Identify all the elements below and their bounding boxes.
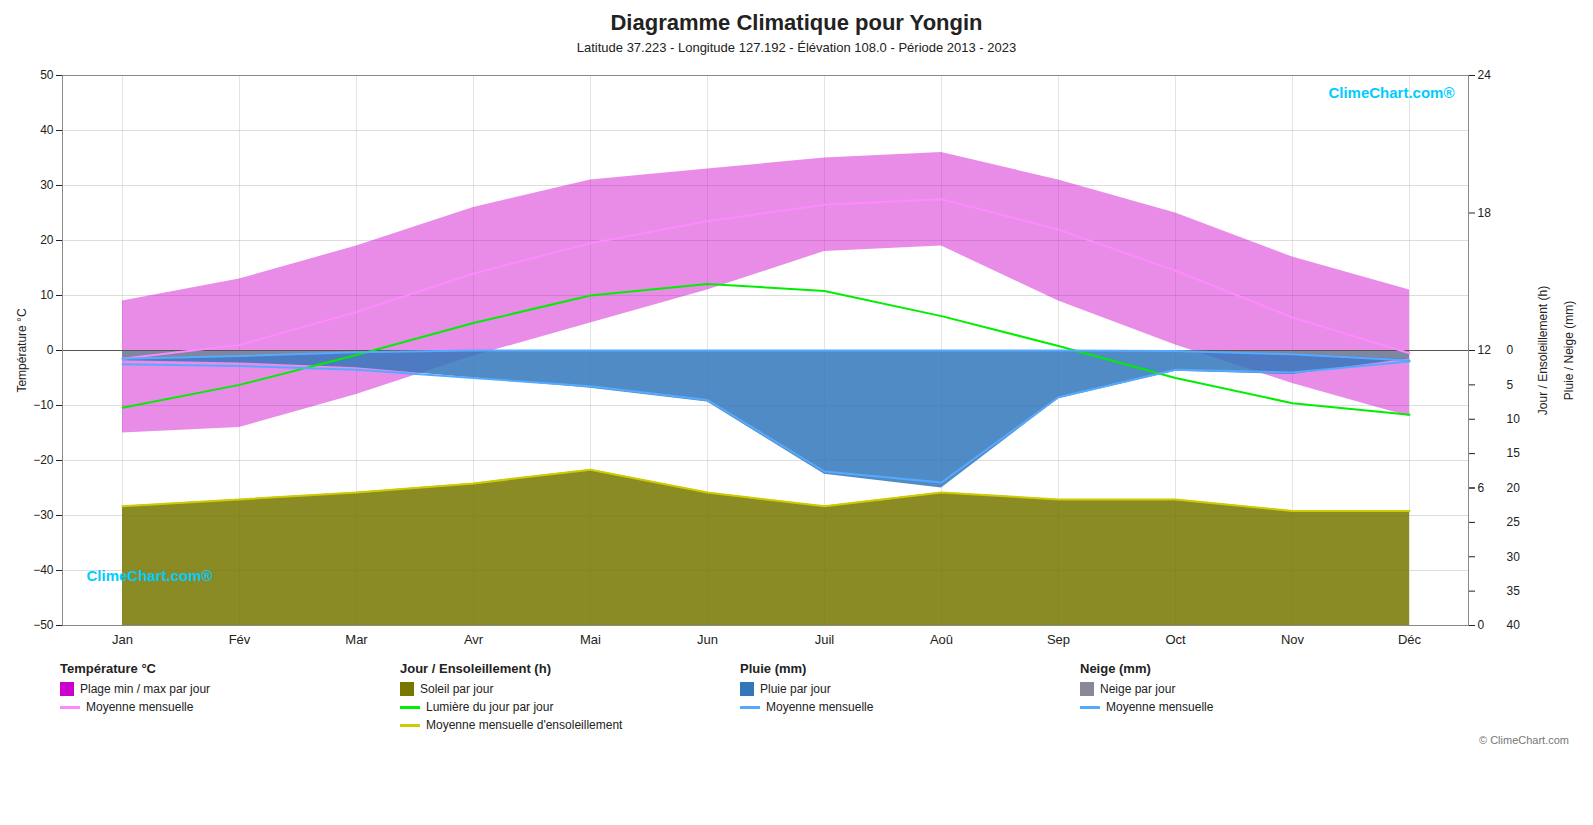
- svg-text:−20: −20: [33, 453, 54, 467]
- svg-text:20: 20: [1507, 481, 1521, 495]
- html-text:Moyenne mensuelle: Moyenne mensuelle: [766, 700, 874, 714]
- svg-text:Déc: Déc: [1398, 632, 1422, 647]
- svg-text:−30: −30: [33, 508, 54, 522]
- html-text:Moyenne mensuelle: Moyenne mensuelle: [86, 700, 194, 714]
- svg-text:Sep: Sep: [1047, 632, 1070, 647]
- svg-text:10: 10: [1507, 412, 1521, 426]
- html-text:Pluie par jour: Pluie par jour: [760, 682, 831, 696]
- html-text:Température °C: Température °C: [60, 661, 156, 676]
- svg-text:Nov: Nov: [1281, 632, 1305, 647]
- svg-text:40: 40: [40, 123, 54, 137]
- svg-text:24: 24: [1478, 68, 1492, 82]
- html-text:© ClimeChart.com: © ClimeChart.com: [1479, 734, 1569, 746]
- html-text:Neige par jour: Neige par jour: [1100, 682, 1176, 696]
- svg-text:ClimeChart.com®: ClimeChart.com®: [1328, 84, 1454, 101]
- svg-text:Jun: Jun: [697, 632, 718, 647]
- svg-text:Oct: Oct: [1165, 632, 1186, 647]
- html-text:Soleil par jour: Soleil par jour: [420, 682, 494, 696]
- svg-text:Mai: Mai: [580, 632, 601, 647]
- svg-text:Jour / Ensoleillement (h): Jour / Ensoleillement (h): [1536, 286, 1550, 415]
- svg-text:Pluie / Neige (mm): Pluie / Neige (mm): [1562, 301, 1576, 400]
- svg-text:12: 12: [1478, 343, 1492, 357]
- html-text:Jour / Ensoleillement (h): Jour / Ensoleillement (h): [400, 661, 551, 676]
- html-text:Latitude 37.223 - Longitude 12: Latitude 37.223 - Longitude 127.192 - Él…: [576, 40, 1017, 55]
- svg-text:30: 30: [1507, 550, 1521, 564]
- svg-text:15: 15: [1507, 446, 1521, 460]
- svg-text:0: 0: [47, 343, 54, 357]
- svg-text:35: 35: [1507, 584, 1521, 598]
- svg-text:−50: −50: [33, 618, 54, 632]
- svg-text:40: 40: [1507, 618, 1521, 632]
- svg-text:−10: −10: [33, 398, 54, 412]
- svg-text:5: 5: [1507, 378, 1514, 392]
- svg-text:Température °C: Température °C: [15, 308, 29, 392]
- svg-text:20: 20: [40, 233, 54, 247]
- html-text:Neige (mm): Neige (mm): [1080, 661, 1151, 676]
- svg-text:Jan: Jan: [112, 632, 133, 647]
- svg-text:30: 30: [40, 178, 54, 192]
- html-text:Moyenne mensuelle d'ensoleille: Moyenne mensuelle d'ensoleillement: [426, 718, 623, 732]
- svg-text:25: 25: [1507, 515, 1521, 529]
- svg-text:−40: −40: [33, 563, 54, 577]
- svg-text:50: 50: [40, 68, 54, 82]
- svg-text:Aoû: Aoû: [930, 632, 953, 647]
- svg-text:0: 0: [1478, 618, 1485, 632]
- svg-text:6: 6: [1478, 481, 1485, 495]
- svg-text:Juil: Juil: [815, 632, 835, 647]
- html-text:Lumière du jour par jour: Lumière du jour par jour: [426, 700, 554, 714]
- svg-text:18: 18: [1478, 206, 1492, 220]
- html-text:Moyenne mensuelle: Moyenne mensuelle: [1106, 700, 1214, 714]
- html-text:Plage min / max par jour: Plage min / max par jour: [80, 682, 211, 696]
- svg-text:0: 0: [1507, 343, 1514, 357]
- html-text:Diagramme Climatique pour Yong: Diagramme Climatique pour Yongin: [610, 10, 983, 35]
- svg-text:10: 10: [40, 288, 54, 302]
- svg-text:Mar: Mar: [345, 632, 368, 647]
- svg-text:Fév: Fév: [229, 632, 251, 647]
- svg-text:ClimeChart.com®: ClimeChart.com®: [87, 567, 213, 584]
- html-text:Pluie (mm): Pluie (mm): [740, 661, 807, 676]
- svg-text:Avr: Avr: [464, 632, 484, 647]
